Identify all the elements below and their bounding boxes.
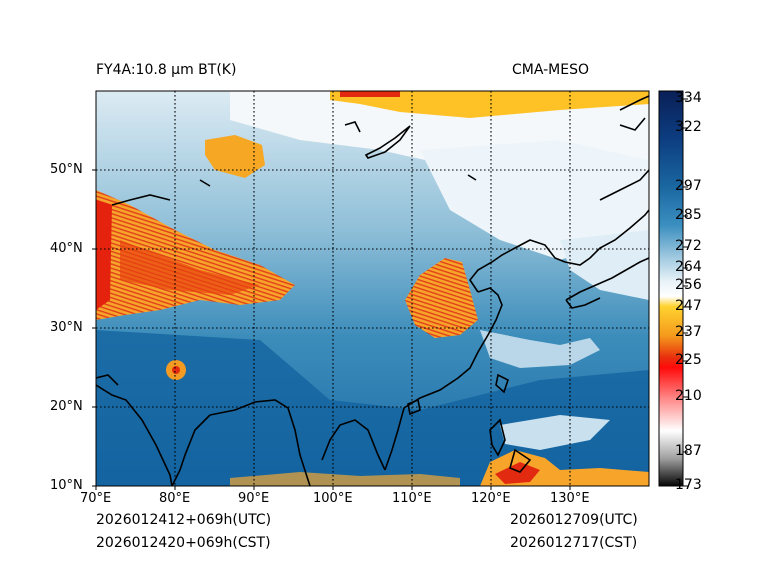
lon-label-120: 120°E — [471, 491, 511, 506]
init-time-cst: 2026012420+069h(CST) — [96, 535, 271, 551]
colorbar-label: 256 — [675, 277, 702, 293]
colorbar-tick-marks — [683, 98, 688, 487]
colorbar-label: 272 — [675, 238, 702, 254]
lat-label-10: 10°N — [50, 478, 83, 493]
lat-label-20: 20°N — [50, 399, 83, 414]
valid-time-cst: 2026012717(CST) — [510, 535, 638, 551]
lon-label-100: 100°E — [313, 491, 353, 506]
lon-label-90: 90°E — [238, 491, 270, 506]
lat-label-40: 40°N — [50, 241, 83, 256]
init-time-utc: 2026012412+069h(UTC) — [96, 512, 272, 528]
colorbar-label: 247 — [675, 298, 702, 314]
title-left: FY4A:10.8 µm BT(K) — [96, 62, 237, 78]
coastlines — [96, 95, 649, 486]
brightness-temperature-field — [96, 91, 649, 486]
axis-tick-marks — [92, 169, 571, 490]
colorbar-label: 237 — [675, 324, 702, 340]
colorbar — [659, 91, 683, 486]
colorbar-label: 210 — [675, 388, 702, 404]
title-right: CMA-MESO — [512, 62, 590, 78]
colorbar-label: 173 — [675, 477, 702, 493]
lon-label-80: 80°E — [159, 491, 191, 506]
colorbar-label: 322 — [675, 119, 702, 135]
graticule — [96, 91, 649, 486]
lon-label-130: 130°E — [550, 491, 590, 506]
colorbar-label: 297 — [675, 178, 702, 194]
colorbar-label: 264 — [675, 259, 702, 275]
colorbar-label: 334 — [675, 90, 702, 106]
valid-time-utc: 2026012709(UTC) — [510, 512, 638, 528]
colorbar-label: 285 — [675, 207, 702, 223]
map-frame — [95, 90, 650, 487]
colorbar-frame — [658, 90, 684, 487]
lon-label-70: 70°E — [80, 491, 112, 506]
colorbar-label: 225 — [675, 352, 702, 368]
lon-label-110: 110°E — [392, 491, 432, 506]
colorbar-label: 187 — [675, 443, 702, 459]
lat-label-30: 30°N — [50, 320, 83, 335]
lat-label-50: 50°N — [50, 162, 83, 177]
